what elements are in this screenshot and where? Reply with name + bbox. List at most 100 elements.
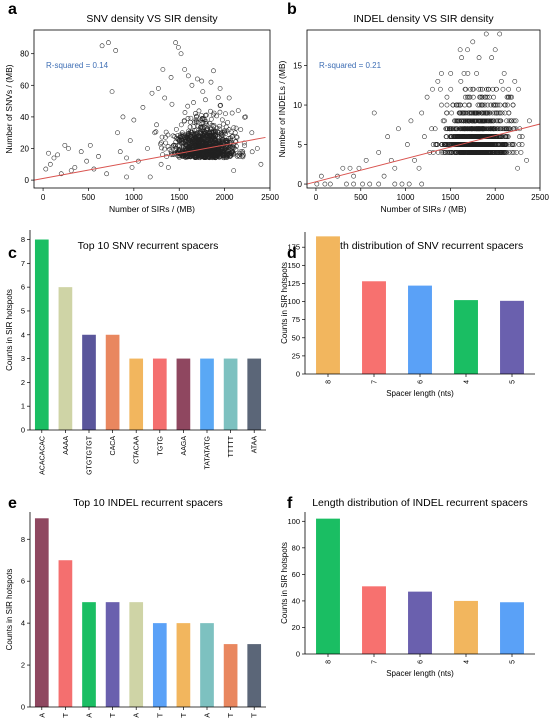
data-point bbox=[437, 86, 443, 92]
data-point bbox=[484, 110, 490, 116]
data-point bbox=[185, 103, 191, 109]
data-point bbox=[226, 127, 232, 133]
data-point bbox=[467, 94, 473, 100]
bar bbox=[408, 591, 432, 654]
data-point bbox=[214, 113, 220, 119]
data-point bbox=[217, 86, 223, 91]
data-point bbox=[254, 146, 260, 151]
data-point bbox=[188, 132, 193, 138]
data-point bbox=[115, 130, 120, 136]
data-point bbox=[87, 142, 93, 148]
data-point bbox=[371, 110, 377, 116]
y-axis-label: Counts in SIR hotspots bbox=[5, 569, 14, 651]
data-point bbox=[200, 124, 205, 130]
plot-frame bbox=[33, 29, 271, 189]
data-point bbox=[406, 181, 412, 187]
data-point bbox=[419, 181, 425, 187]
data-point bbox=[124, 174, 129, 180]
y-tick-label: 50 bbox=[292, 333, 300, 342]
data-point bbox=[178, 137, 184, 143]
bar bbox=[176, 358, 191, 430]
data-point bbox=[513, 126, 519, 132]
x-tick-label: 2000 bbox=[486, 193, 504, 202]
data-point bbox=[238, 149, 244, 154]
x-tick-label: 5 bbox=[510, 660, 517, 664]
data-point bbox=[229, 149, 235, 155]
data-point bbox=[430, 86, 435, 92]
data-point bbox=[514, 150, 519, 155]
data-point bbox=[470, 110, 476, 116]
data-point bbox=[222, 129, 228, 135]
x-tick-label: 1500 bbox=[441, 193, 459, 202]
data-point bbox=[497, 150, 503, 155]
data-point bbox=[376, 150, 382, 155]
y-tick-label: 0 bbox=[296, 650, 300, 659]
data-point bbox=[233, 125, 239, 131]
data-point bbox=[477, 102, 483, 108]
data-point bbox=[170, 143, 176, 149]
data-point bbox=[512, 78, 518, 84]
y-tick-label: 0 bbox=[298, 180, 303, 189]
data-point bbox=[226, 95, 232, 101]
data-point bbox=[478, 86, 483, 92]
data-point bbox=[360, 181, 365, 187]
data-point bbox=[187, 134, 193, 140]
data-point bbox=[234, 153, 240, 159]
panel-letter: b bbox=[287, 1, 297, 18]
data-point bbox=[493, 86, 499, 92]
data-point bbox=[392, 165, 398, 171]
data-point bbox=[480, 118, 486, 124]
data-point bbox=[399, 181, 405, 187]
data-point bbox=[208, 150, 214, 155]
data-point bbox=[519, 142, 525, 147]
data-point bbox=[327, 181, 333, 187]
data-point bbox=[212, 136, 218, 142]
data-point bbox=[439, 71, 444, 76]
data-point bbox=[206, 141, 212, 147]
bars bbox=[316, 236, 524, 374]
data-point bbox=[483, 31, 489, 37]
data-point bbox=[495, 142, 501, 147]
data-point bbox=[456, 102, 461, 108]
bars bbox=[34, 239, 262, 430]
data-point bbox=[458, 78, 464, 84]
data-point bbox=[465, 47, 470, 53]
bar bbox=[500, 300, 524, 374]
data-point bbox=[200, 137, 206, 142]
data-point bbox=[488, 102, 494, 108]
data-point bbox=[158, 161, 164, 167]
panel-a: a SNV density VS SIR density R-squared = 0… bbox=[4, 1, 279, 214]
data-point bbox=[493, 110, 499, 116]
data-point bbox=[471, 126, 477, 132]
data-point bbox=[465, 71, 471, 76]
data-point bbox=[507, 126, 513, 132]
data-point bbox=[232, 130, 238, 136]
y-tick-label: 6 bbox=[21, 283, 25, 292]
data-point bbox=[475, 118, 481, 124]
data-point bbox=[443, 126, 449, 132]
data-point bbox=[160, 67, 166, 72]
data-point bbox=[195, 123, 201, 129]
data-point bbox=[215, 146, 221, 152]
bar bbox=[176, 623, 191, 707]
x-tick-label: 8 bbox=[326, 380, 333, 384]
data-point bbox=[483, 142, 489, 147]
data-point bbox=[491, 126, 497, 132]
data-point bbox=[497, 110, 503, 116]
data-point bbox=[441, 142, 447, 147]
data-point bbox=[505, 102, 510, 108]
data-point bbox=[456, 110, 462, 116]
y-tick-label: 100 bbox=[287, 517, 300, 526]
data-point bbox=[210, 112, 216, 118]
y-axis-label: Counts in SIR hotspots bbox=[5, 289, 14, 371]
x-tick-label: AAAAAA bbox=[134, 713, 141, 718]
data-point bbox=[203, 129, 209, 135]
y-tick-label: 20 bbox=[20, 145, 29, 154]
data-point bbox=[433, 142, 439, 147]
data-point bbox=[351, 173, 356, 179]
data-point bbox=[43, 166, 49, 172]
data-point bbox=[474, 71, 479, 76]
data-point bbox=[444, 94, 450, 100]
data-point bbox=[173, 126, 179, 132]
data-point bbox=[491, 142, 496, 147]
